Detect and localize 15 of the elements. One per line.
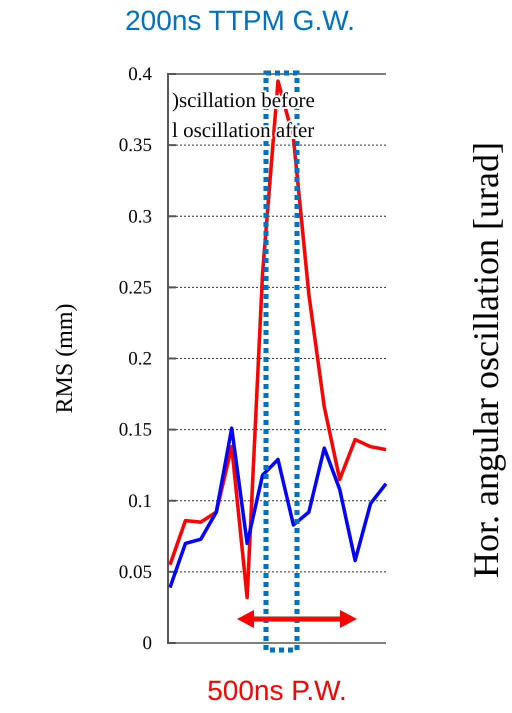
y-tick-label: 0.3: [128, 206, 152, 228]
line-series: [168, 79, 388, 600]
y-tick-label: 0.2: [128, 348, 152, 370]
y-tick-label: 0.05: [118, 562, 152, 583]
y-axis-title: RMS (mm): [52, 303, 78, 414]
y-tick-label: 0.15: [118, 420, 152, 441]
y-tick-label: 0.1: [128, 490, 152, 512]
text: 500ns P.W.: [207, 675, 347, 706]
y-tick-label: 0.35: [118, 135, 152, 156]
y-tick-label: 0.4: [128, 64, 152, 86]
line-series: [168, 426, 388, 590]
chart-title: 200ns TTPM G.W.: [125, 5, 355, 36]
y-tick-label: 0: [142, 633, 152, 654]
y2-axis-title: Hor. angular oscillation [urad]: [466, 142, 506, 578]
y-tick-label: 0.25: [118, 277, 152, 298]
